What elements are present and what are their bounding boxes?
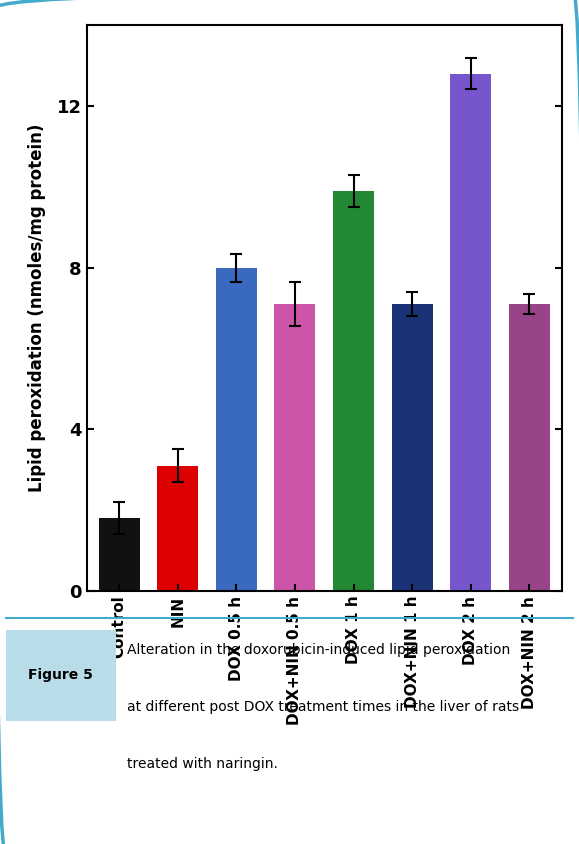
Y-axis label: Lipid peroxidation (nmoles/mg protein): Lipid peroxidation (nmoles/mg protein)	[28, 124, 46, 492]
Bar	[391, 304, 433, 591]
Text: Alteration in the doxorubicin-induced lipid peroxidation: Alteration in the doxorubicin-induced li…	[127, 643, 511, 657]
Bar	[157, 466, 198, 591]
Bar	[450, 73, 492, 591]
Bar	[509, 304, 550, 591]
Text: Figure 5: Figure 5	[28, 668, 93, 682]
FancyBboxPatch shape	[6, 630, 116, 721]
Bar	[333, 191, 374, 591]
Bar	[98, 518, 140, 591]
Text: at different post DOX treatment times in the liver of rats: at different post DOX treatment times in…	[127, 701, 519, 714]
Bar	[274, 304, 316, 591]
Bar	[216, 268, 257, 591]
Text: treated with naringin.: treated with naringin.	[127, 757, 278, 771]
